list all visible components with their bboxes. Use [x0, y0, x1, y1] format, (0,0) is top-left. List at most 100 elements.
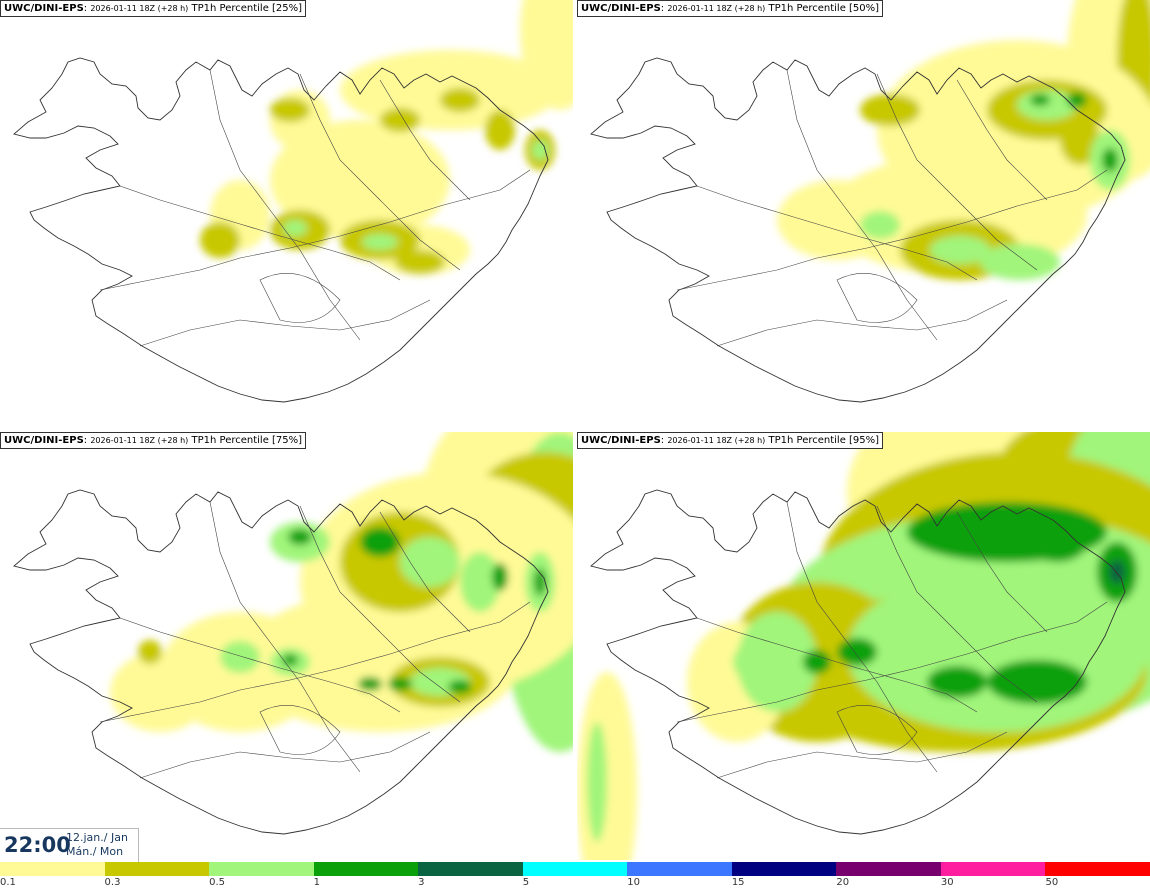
precip-area — [282, 654, 298, 666]
product-label: TP1h Percentile [50%] — [768, 3, 880, 14]
road-line — [876, 73, 1038, 271]
model-name: UWC/DINI-EPS — [581, 3, 661, 14]
title-separator: : — [660, 3, 668, 14]
precipitation-map — [13, 432, 573, 835]
road-line — [836, 705, 918, 755]
precip-area — [930, 236, 990, 264]
legend-tick-label: 1 — [313, 877, 320, 888]
legend-tick-label: 0.5 — [209, 877, 225, 888]
precip-area — [587, 722, 607, 842]
precip-area — [532, 140, 548, 160]
precip-area — [485, 110, 515, 150]
road-line — [209, 69, 361, 341]
map-panel-p75: UWC/DINI-EPS: 2026-01-11 18Z (+28 h) TP1… — [0, 432, 573, 860]
legend-swatch — [627, 862, 732, 876]
precip-area — [400, 537, 460, 587]
precip-area — [395, 250, 445, 274]
precip-area — [733, 646, 761, 678]
precip-area — [110, 652, 210, 732]
legend-swatch — [418, 862, 523, 876]
precip-area — [492, 563, 508, 591]
road-line — [139, 731, 431, 779]
legend-tick-label: 20 — [836, 877, 850, 888]
road-line — [379, 79, 471, 201]
product-label: TP1h Percentile [25%] — [191, 3, 303, 14]
road-line — [836, 273, 918, 323]
precip-area — [220, 641, 260, 673]
road-line — [259, 705, 341, 755]
run-time: 2026-01-11 18Z (+28 h) — [667, 4, 766, 13]
legend-swatch — [1045, 862, 1150, 876]
road-line — [119, 617, 401, 713]
road-line — [299, 505, 461, 703]
precip-area — [138, 640, 162, 664]
panel-title: UWC/DINI-EPS: 2026-01-11 18Z (+28 h) TP1… — [577, 0, 884, 17]
precip-area — [1067, 92, 1087, 108]
road-line — [956, 79, 1048, 201]
precip-area — [777, 180, 897, 260]
precipitation-map — [577, 432, 1150, 860]
precip-area — [440, 88, 480, 112]
road-line — [676, 601, 1108, 723]
legend-swatch — [731, 862, 837, 876]
precip-area — [860, 94, 920, 126]
model-name: UWC/DINI-EPS — [4, 435, 84, 446]
legend-tick-label: 50 — [1045, 877, 1059, 888]
precip-area — [358, 677, 382, 691]
precip-area — [737, 612, 817, 712]
road-line — [99, 601, 531, 723]
coastline — [590, 57, 1126, 403]
precip-area — [1027, 522, 1087, 562]
precip-area — [860, 211, 900, 239]
panel-title: UWC/DINI-EPS: 2026-01-11 18Z (+28 h) TP1… — [0, 0, 307, 17]
precip-area — [980, 244, 1060, 280]
precip-area — [200, 222, 240, 258]
precip-area — [987, 660, 1087, 704]
legend-swatch — [522, 862, 628, 876]
precip-field — [110, 432, 573, 752]
coastline — [13, 57, 549, 403]
legend-tick-label: 3 — [418, 877, 425, 888]
precip-field — [577, 432, 1150, 860]
title-separator: : — [83, 3, 91, 14]
road-line — [696, 617, 978, 713]
legend-swatch — [104, 862, 210, 876]
road-line — [139, 299, 431, 347]
panel-title: UWC/DINI-EPS: 2026-01-11 18Z (+28 h) TP1… — [577, 432, 884, 449]
road-line — [676, 169, 1108, 291]
map-panel-p95: UWC/DINI-EPS: 2026-01-11 18Z (+28 h) TP1… — [577, 432, 1150, 860]
legend-tick-label: 0.1 — [0, 877, 16, 888]
coastline — [590, 489, 1126, 835]
precip-area — [1102, 148, 1118, 172]
road-line — [119, 185, 401, 281]
legend-tick-label: 0.3 — [104, 877, 121, 888]
road-line — [99, 169, 531, 291]
road-line — [209, 501, 361, 773]
coastline — [13, 489, 549, 835]
precip-area — [847, 572, 1147, 732]
legend-swatch — [940, 862, 1046, 876]
precip-area — [803, 650, 831, 674]
model-name: UWC/DINI-EPS — [4, 3, 84, 14]
road-line — [786, 69, 938, 341]
precip-area — [448, 680, 472, 694]
precip-area — [927, 666, 987, 698]
valid-date: 12.jan./ Jan Mán./ Mon — [66, 831, 128, 859]
road-line — [956, 511, 1048, 633]
precip-area — [288, 529, 312, 545]
run-time: 2026-01-11 18Z (+28 h) — [90, 4, 189, 13]
precip-area — [1030, 94, 1050, 106]
legend-tick-label: 5 — [522, 877, 530, 888]
precip-area — [1060, 115, 1100, 165]
color-scale-bar — [0, 862, 1150, 876]
road-line — [876, 505, 1038, 703]
legend-swatch — [836, 862, 941, 876]
road-line — [786, 501, 938, 773]
valid-time-box: 22:00 12.jan./ Jan Mán./ Mon — [0, 828, 139, 862]
color-scale-labels: 0.1 0.3 0.5 1 3 5 10 15 20 30 50 — [0, 877, 1150, 891]
map-panel-p25: UWC/DINI-EPS: 2026-01-11 18Z (+28 h) TP1… — [0, 0, 573, 428]
road-line — [716, 731, 1008, 779]
precipitation-map — [590, 0, 1150, 403]
precip-area — [360, 527, 400, 557]
map-panel-p50: UWC/DINI-EPS: 2026-01-11 18Z (+28 h) TP1… — [577, 0, 1150, 428]
